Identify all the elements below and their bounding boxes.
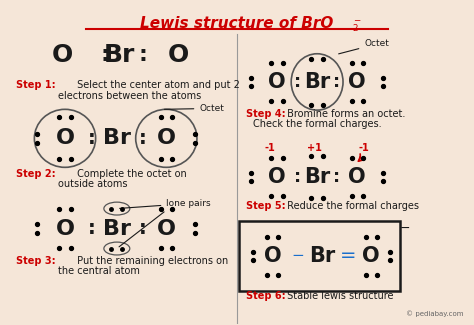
Text: :: : [88, 129, 96, 148]
Text: O: O [268, 167, 286, 187]
Text: Octet: Octet [164, 104, 224, 113]
Text: −: − [292, 248, 305, 264]
Text: O: O [363, 246, 380, 266]
Text: O: O [52, 43, 73, 67]
Text: :: : [294, 73, 301, 91]
Text: Br: Br [309, 246, 335, 266]
Text: :: : [333, 73, 340, 91]
Text: O: O [264, 246, 281, 266]
Text: :: : [88, 219, 96, 238]
Text: -1: -1 [264, 143, 275, 153]
Text: outside atoms: outside atoms [58, 179, 128, 189]
Text: :: : [139, 219, 146, 238]
Text: Step 3:: Step 3: [16, 256, 55, 266]
Text: O: O [348, 167, 366, 187]
Text: electrons between the atoms: electrons between the atoms [58, 91, 201, 101]
Text: Bromine forms an octet.: Bromine forms an octet. [284, 109, 405, 119]
Text: Br: Br [103, 218, 131, 239]
Text: Step 2:: Step 2: [16, 169, 55, 179]
Text: Complete the octet on: Complete the octet on [74, 169, 187, 179]
Text: Select the center atom and put 2: Select the center atom and put 2 [74, 80, 240, 90]
FancyArrowPatch shape [358, 154, 363, 161]
Text: O: O [55, 218, 74, 239]
Text: $_2^-$: $_2^-$ [353, 18, 363, 34]
Text: Br: Br [103, 128, 131, 148]
Text: O: O [167, 43, 189, 67]
Text: −: − [400, 222, 410, 235]
Text: O: O [268, 72, 286, 92]
Text: Check the formal charges.: Check the formal charges. [254, 119, 382, 129]
Text: :: : [138, 45, 147, 65]
Text: :: : [100, 45, 109, 65]
Text: Br: Br [304, 167, 330, 187]
Text: +1: +1 [307, 143, 322, 153]
Text: Lewis structure of BrO: Lewis structure of BrO [140, 16, 334, 31]
Text: the central atom: the central atom [58, 266, 140, 276]
Text: lone pairs: lone pairs [119, 199, 211, 208]
Text: Stable lewis structure: Stable lewis structure [284, 291, 393, 301]
Text: O: O [55, 128, 74, 148]
Text: Step 5:: Step 5: [246, 201, 286, 211]
Text: Step 4:: Step 4: [246, 109, 286, 119]
Text: O: O [157, 218, 176, 239]
Text: :: : [294, 168, 301, 186]
Text: O: O [157, 128, 176, 148]
Text: Octet: Octet [338, 40, 389, 54]
Text: -1: -1 [359, 143, 370, 153]
Text: Br: Br [304, 72, 330, 92]
Text: Br: Br [103, 43, 135, 67]
Text: Put the remaining electrons on: Put the remaining electrons on [74, 256, 228, 266]
Text: © pediabay.com: © pediabay.com [406, 310, 463, 317]
Text: =: = [339, 246, 356, 266]
Text: :: : [333, 168, 340, 186]
Text: Reduce the formal charges: Reduce the formal charges [284, 201, 419, 211]
Text: O: O [348, 72, 366, 92]
Text: Step 1:: Step 1: [16, 80, 55, 90]
Text: :: : [139, 129, 146, 148]
Text: Step 6:: Step 6: [246, 291, 286, 301]
